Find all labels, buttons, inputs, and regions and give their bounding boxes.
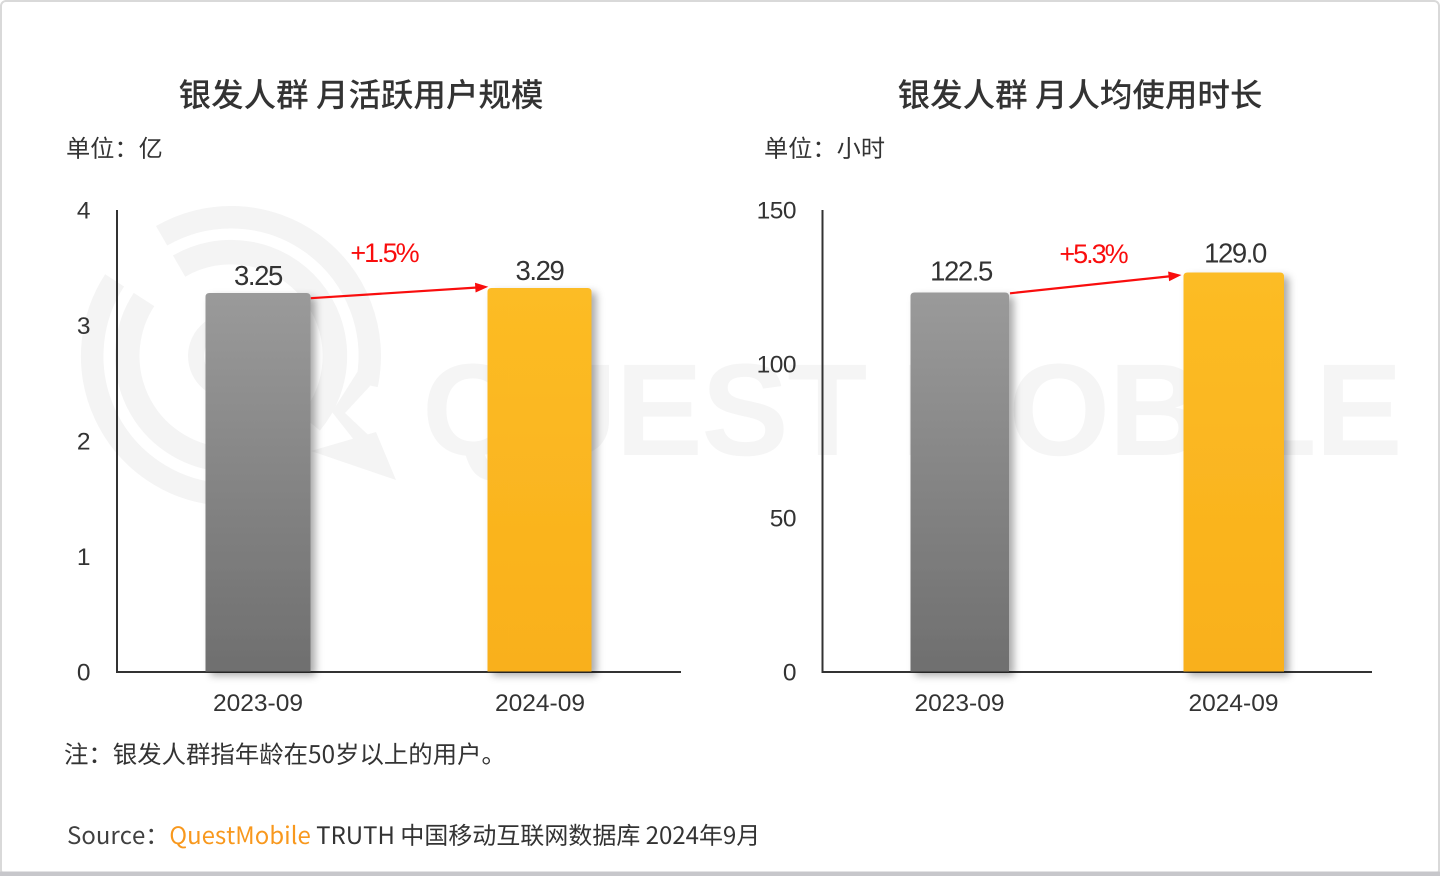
svg-text:0: 0 (77, 660, 90, 687)
svg-text:0: 0 (783, 660, 796, 687)
svg-text:3.25: 3.25 (234, 260, 283, 291)
svg-text:129.0: 129.0 (1204, 238, 1267, 269)
svg-text:100: 100 (757, 352, 796, 379)
svg-text:2024-09: 2024-09 (495, 690, 585, 717)
svg-text:2: 2 (77, 429, 90, 456)
svg-text:2023-09: 2023-09 (915, 690, 1005, 717)
svg-text:3: 3 (77, 313, 90, 340)
svg-text:2024-09: 2024-09 (1189, 690, 1279, 717)
svg-text:150: 150 (757, 198, 796, 225)
svg-text:1: 1 (77, 544, 90, 571)
svg-text:122.5: 122.5 (930, 256, 993, 287)
svg-text:2023-09: 2023-09 (213, 690, 303, 717)
svg-text:4: 4 (77, 198, 90, 225)
svg-text:50: 50 (770, 506, 796, 533)
svg-text:3.29: 3.29 (516, 255, 564, 286)
svg-text:+1.5%: +1.5% (350, 238, 419, 268)
svg-text:+5.3%: +5.3% (1059, 239, 1128, 269)
